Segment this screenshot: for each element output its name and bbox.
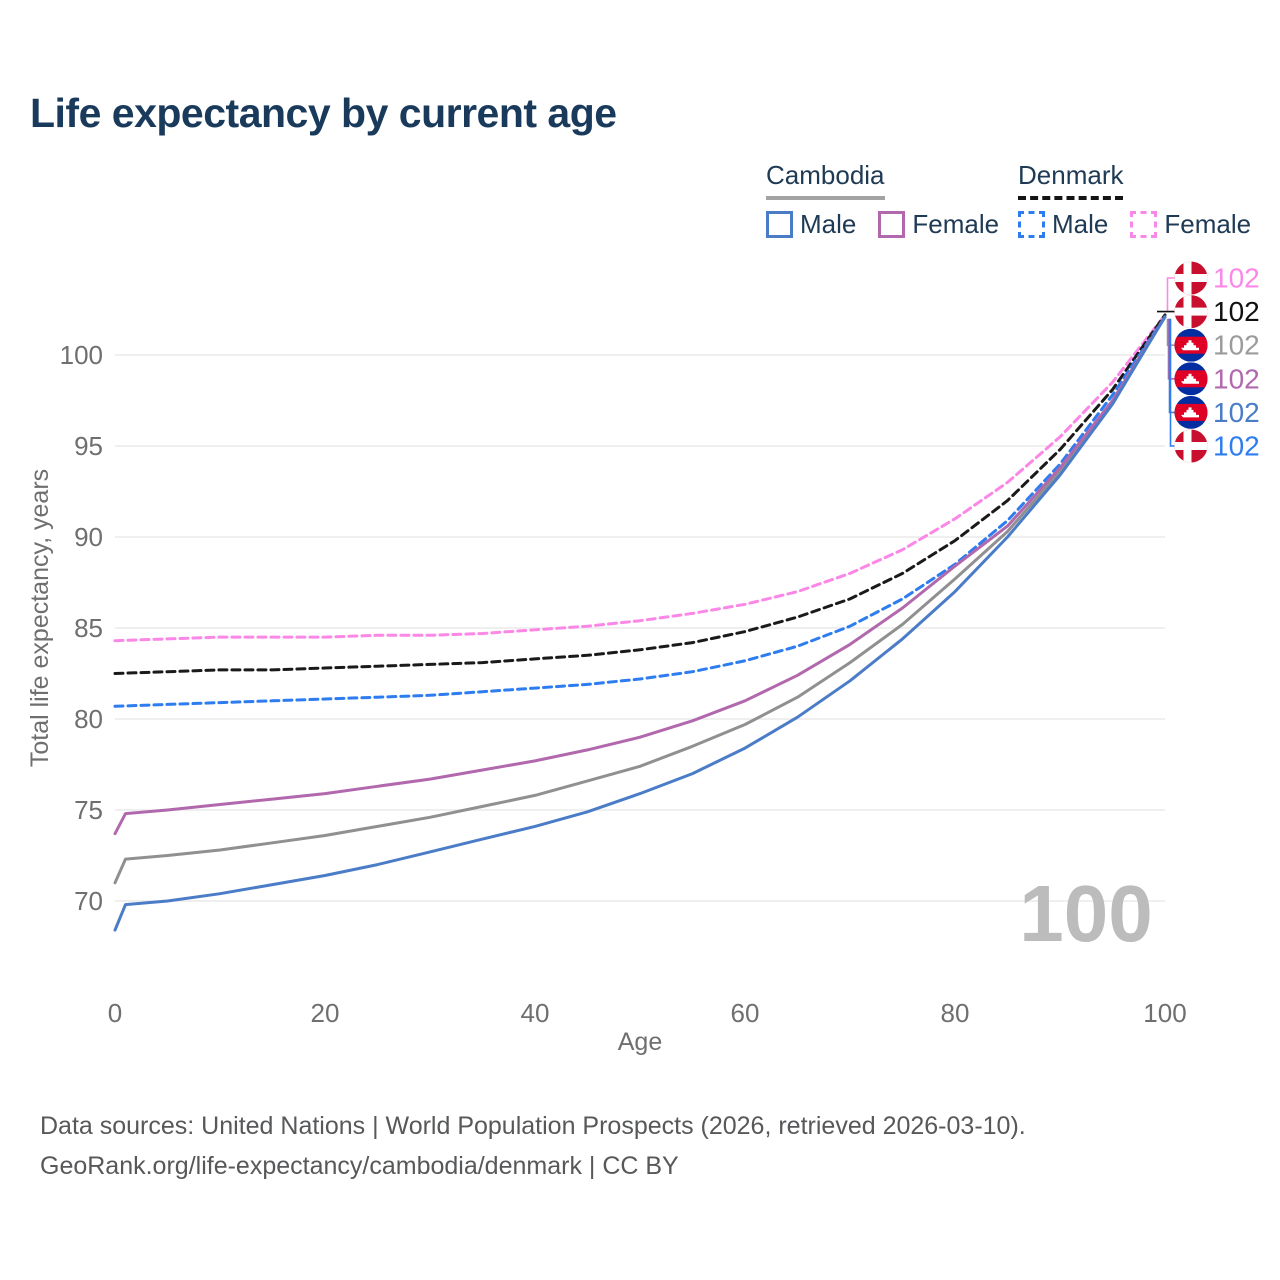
legend-item-denmark-female[interactable]: Female	[1130, 209, 1251, 240]
footer-url-line: GeoRank.org/life-expectancy/cambodia/den…	[40, 1152, 679, 1180]
cambodia-flag-icon	[1174, 362, 1208, 396]
end-label-leader-denmark	[1166, 277, 1175, 311]
y-tick-label-75: 75	[74, 795, 103, 825]
series-line-cambodia-male	[113, 315, 1167, 932]
legend-header-denmark[interactable]: Denmark	[1018, 160, 1124, 200]
y-tick-label-85: 85	[74, 613, 103, 643]
end-label-value: 102	[1213, 330, 1260, 361]
footer: Data sources: United Nations | World Pop…	[40, 1106, 1026, 1186]
y-tick-label-80: 80	[74, 704, 103, 734]
legend-label-denmark-female: Female	[1164, 209, 1252, 239]
x-tick-label-100: 100	[1143, 998, 1186, 1028]
end-label-leader-denmark	[1169, 318, 1175, 447]
end-label-value: 102	[1213, 431, 1260, 462]
denmark-flag-icon	[1174, 261, 1208, 295]
legend-item-denmark-male[interactable]: Male	[1018, 209, 1108, 240]
end-label-value: 102	[1213, 363, 1260, 394]
page-title: Life expectancy by current age	[30, 90, 617, 136]
y-axis-title: Total life expectancy, years	[26, 469, 54, 767]
series-line-denmark-male	[113, 315, 1167, 708]
legend-label-cambodia-female: Female	[912, 209, 1000, 239]
end-label-value: 102	[1213, 397, 1260, 428]
end-label-value: 102	[1213, 296, 1260, 327]
denmark-flag-icon	[1174, 295, 1208, 329]
x-tick-label-60: 60	[731, 998, 760, 1028]
legend-item-cambodia-female[interactable]: Female	[878, 209, 999, 240]
legend-swatch-cambodia-male	[766, 211, 793, 238]
cambodia-flag-icon	[1174, 395, 1208, 429]
legend-group-cambodia: Cambodia Male Female	[766, 160, 1021, 240]
end-label-value: 102	[1213, 263, 1260, 294]
legend-group-denmark: Denmark Male Female	[1018, 160, 1273, 240]
series-line-denmark-female	[113, 313, 1167, 643]
end-label-leader-cambodia	[1167, 318, 1175, 380]
watermark-100: 100	[1019, 869, 1152, 958]
series-line-cambodia-female	[113, 315, 1167, 836]
x-axis-title: Age	[618, 1028, 662, 1056]
end-label-leader-cambodia	[1168, 318, 1175, 414]
end-label-leader-cambodia	[1166, 318, 1175, 346]
series-line-denmark-all	[113, 313, 1167, 675]
legend-swatch-denmark-female	[1130, 211, 1158, 238]
y-tick-label-70: 70	[74, 886, 103, 916]
cambodia-flag-icon	[1174, 328, 1208, 362]
legend-label-denmark-male: Male	[1052, 209, 1109, 239]
legend-label-cambodia-male: Male	[800, 209, 857, 239]
y-tick-label-95: 95	[74, 431, 103, 461]
legend-items-denmark: Male Female	[1018, 209, 1273, 240]
legend: Cambodia Male Female Denmark Male Female	[0, 160, 1280, 250]
x-tick-label-40: 40	[521, 998, 550, 1028]
legend-item-cambodia-male[interactable]: Male	[766, 209, 856, 240]
legend-header-cambodia[interactable]: Cambodia	[766, 160, 885, 200]
footer-source-line: Data sources: United Nations | World Pop…	[40, 1112, 1026, 1140]
y-tick-label-90: 90	[74, 522, 103, 552]
legend-swatch-denmark-male	[1018, 211, 1045, 238]
x-tick-label-20: 20	[311, 998, 340, 1028]
legend-items-cambodia: Male Female	[766, 209, 1021, 240]
legend-swatch-cambodia-female	[878, 211, 906, 238]
x-tick-label-80: 80	[941, 998, 970, 1028]
series-line-cambodia-all	[113, 315, 1167, 885]
x-tick-label-0: 0	[108, 998, 122, 1028]
y-tick-label-100: 100	[60, 340, 103, 370]
denmark-flag-icon	[1174, 429, 1208, 463]
